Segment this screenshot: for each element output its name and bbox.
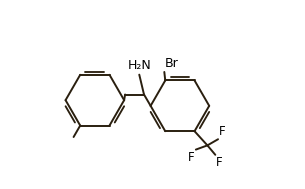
- Text: F: F: [188, 150, 195, 163]
- Text: F: F: [216, 156, 223, 169]
- Text: H₂N: H₂N: [127, 59, 151, 72]
- Text: F: F: [219, 125, 226, 138]
- Text: Br: Br: [164, 57, 178, 70]
